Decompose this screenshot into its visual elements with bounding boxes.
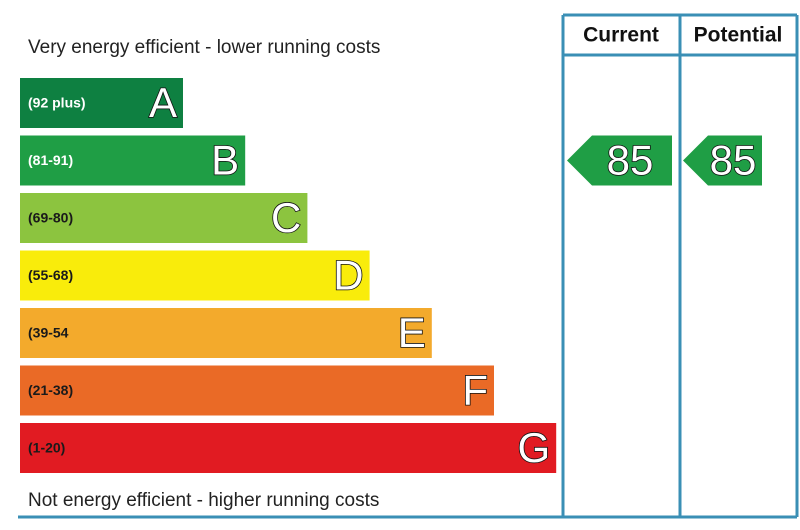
band-letter: A (149, 79, 177, 126)
band-range: (21-38) (28, 382, 73, 398)
band-range: (39-54 (28, 325, 69, 341)
potential-header: Potential (694, 24, 783, 47)
band-letter: D (333, 252, 363, 299)
rating-value: 85 (710, 137, 757, 184)
band-bar (20, 250, 370, 301)
band-letter: E (398, 309, 426, 356)
band-bar (20, 135, 246, 186)
bottom-note: Not energy efficient - higher running co… (28, 490, 379, 511)
band-letter: B (211, 137, 239, 184)
band-bar (20, 423, 557, 473)
band-letter: G (518, 424, 551, 471)
rating-value: 85 (607, 137, 654, 184)
band-bar (20, 308, 432, 358)
band-range: (81-91) (28, 152, 73, 168)
band-range: (55-68) (28, 267, 73, 283)
band-letter: F (462, 367, 488, 414)
band-bar (20, 78, 183, 128)
top-note: Very energy efficient - lower running co… (28, 37, 380, 58)
band-range: (1-20) (28, 440, 65, 456)
rating-arrow (567, 135, 672, 186)
band-range: (92 plus) (28, 95, 86, 111)
band-range: (69-80) (28, 210, 73, 226)
band-letter: C (271, 194, 301, 241)
rating-arrow (683, 135, 762, 186)
band-bar (20, 193, 308, 243)
band-bar (20, 365, 494, 416)
current-header: Current (583, 24, 659, 47)
